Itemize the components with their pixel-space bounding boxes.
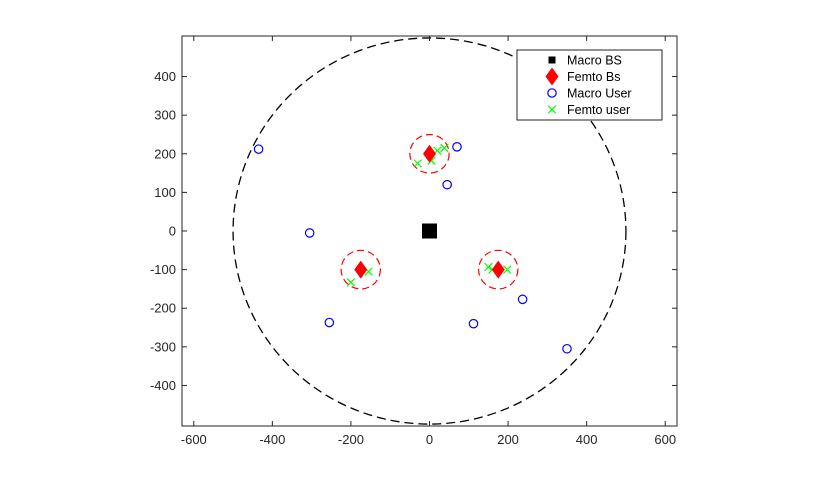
y-tick-label: 0 <box>169 224 176 239</box>
legend-item: Macro BS <box>548 54 622 68</box>
y-tick-label: -300 <box>150 339 176 354</box>
x-tick-label: -200 <box>338 432 364 447</box>
legend-marker-macro-bs-point <box>548 56 556 64</box>
femto-bs-point <box>423 144 436 163</box>
macro-bs-point <box>422 223 437 239</box>
femto-user-point <box>413 159 422 168</box>
femto-bs-point <box>354 260 368 279</box>
legend-marker-femto-user-point <box>547 105 557 114</box>
macro-user-point <box>517 294 528 305</box>
y-tick-label: 100 <box>154 185 176 200</box>
legend-label: Macro BS <box>567 54 622 68</box>
y-tick-label: -200 <box>150 301 176 316</box>
femto-user-point <box>346 278 356 287</box>
y-tick-label: -100 <box>150 262 176 277</box>
x-tick-label: -400 <box>259 432 285 447</box>
femto-coverage-circle <box>409 133 450 174</box>
x-tick-label: 0 <box>426 432 433 447</box>
femto-user-point <box>484 262 493 272</box>
femto-coverage-circle <box>340 249 381 290</box>
y-tick-label: 400 <box>154 69 176 84</box>
legend-marker-macro-user-point <box>547 88 557 98</box>
x-tick-label: 200 <box>497 432 519 447</box>
x-tick-label: 400 <box>576 432 598 447</box>
femto-bs-point <box>491 260 505 279</box>
x-tick-label: 600 <box>654 432 676 447</box>
femto-coverage-circle <box>478 249 519 290</box>
legend-item: Femto user <box>547 103 630 117</box>
macro-user-point <box>442 179 452 190</box>
macro-user-point <box>253 144 264 154</box>
legend-label: Macro User <box>567 87 632 101</box>
legend: Macro BS Femto Bs Macro User Femto user <box>516 49 663 121</box>
macro-user-point <box>304 228 315 238</box>
macro-user-point <box>562 343 572 354</box>
legend-item: Macro User <box>547 87 632 101</box>
legend-label: Femto user <box>567 103 630 117</box>
y-tick-label: 300 <box>154 108 176 123</box>
legend-box <box>516 49 663 121</box>
macro-user-point <box>324 317 335 328</box>
legend-marker-femto-bs-point <box>545 67 559 86</box>
femto-user-point <box>503 265 512 274</box>
femto-user-point <box>440 143 449 153</box>
legend-item: Femto Bs <box>545 67 621 86</box>
macro-user-point <box>452 142 462 152</box>
macro-user-point <box>468 318 479 329</box>
y-tick-label: -400 <box>150 378 176 393</box>
legend-label: Femto Bs <box>567 70 621 84</box>
x-tick-label: -600 <box>181 432 207 447</box>
y-tick-label: 200 <box>154 146 176 161</box>
